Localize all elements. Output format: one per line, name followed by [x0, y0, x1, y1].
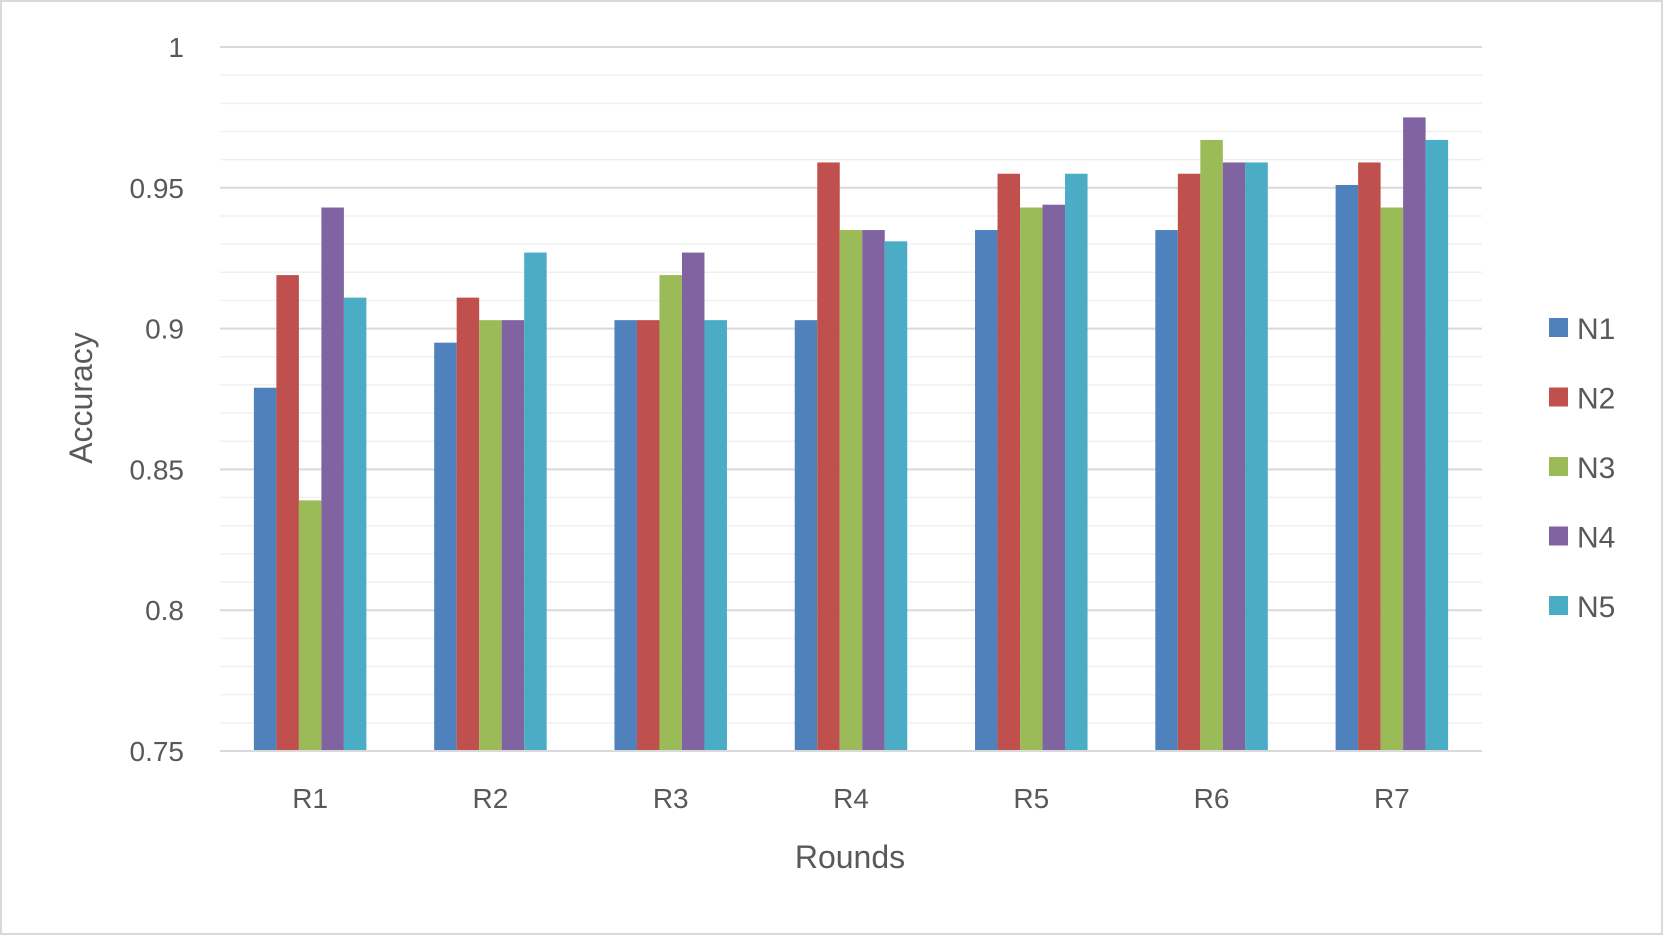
- bar-r4-n5: [884, 241, 908, 751]
- bar-r1-n5: [343, 297, 367, 751]
- y-tick-label: 1: [168, 32, 184, 63]
- legend-swatch-n1: [1549, 318, 1568, 337]
- x-axis-title: Rounds: [795, 839, 905, 875]
- x-tick-label: R1: [292, 783, 328, 814]
- bar-r7-n5: [1425, 139, 1449, 752]
- y-axis-ticks: 0.75 0.8 0.85 0.9 0.95 1: [130, 32, 185, 767]
- bar-r7-n2: [1358, 162, 1381, 751]
- bar-r2-n2: [456, 297, 480, 751]
- y-tick-label: 0.85: [130, 454, 185, 485]
- bar-r4-n3: [839, 230, 863, 752]
- y-axis-title: Accuracy: [63, 332, 99, 464]
- bar-r6-n2: [1177, 173, 1201, 752]
- legend-swatch-n2: [1549, 387, 1568, 407]
- legend-swatch-n4: [1549, 526, 1568, 546]
- bar-r1-n1: [253, 387, 277, 751]
- x-tick-label: R3: [653, 783, 689, 814]
- bar-r7-n4: [1403, 117, 1426, 751]
- bar-r1-n2: [276, 275, 299, 751]
- x-tick-label: R4: [833, 783, 869, 814]
- bar-r5-n3: [1020, 207, 1043, 752]
- x-axis-ticks: R1 R2 R3 R4 R5 R6 R7: [292, 783, 1410, 814]
- bar-r7-n1: [1335, 184, 1359, 751]
- x-tick-label: R5: [1013, 783, 1049, 814]
- bar-r5-n4: [1042, 204, 1066, 752]
- y-tick-label: 0.75: [130, 736, 185, 767]
- bar-r4-n1: [794, 320, 818, 751]
- bar-r5-n2: [997, 173, 1021, 752]
- bars: [253, 117, 1449, 752]
- bar-r6-n4: [1222, 162, 1246, 751]
- legend-label-n3: N3: [1577, 452, 1615, 485]
- legend-label-n2: N2: [1577, 383, 1615, 416]
- bar-r5-n5: [1065, 173, 1088, 752]
- y-tick-label: 0.95: [130, 173, 185, 204]
- legend-swatch-n5: [1549, 596, 1568, 615]
- bar-r3-n1: [614, 320, 637, 751]
- bar-r6-n1: [1155, 230, 1178, 752]
- bar-r2-n4: [501, 320, 525, 751]
- legend-label-n1: N1: [1577, 313, 1615, 346]
- x-tick-label: R7: [1374, 783, 1410, 814]
- bar-r7-n3: [1380, 207, 1404, 752]
- bar-r2-n3: [479, 320, 502, 751]
- bar-r6-n5: [1245, 162, 1268, 751]
- bar-r2-n5: [524, 252, 547, 751]
- bar-r3-n5: [704, 320, 727, 751]
- bar-r4-n2: [817, 162, 840, 751]
- legend-label-n5: N5: [1577, 591, 1615, 624]
- x-tick-label: R6: [1194, 783, 1230, 814]
- y-tick-label: 0.8: [145, 595, 184, 626]
- bar-r1-n4: [321, 207, 344, 752]
- bar-r5-n1: [975, 230, 998, 752]
- bar-r1-n3: [298, 500, 322, 751]
- bar-r4-n4: [862, 230, 885, 752]
- x-tick-label: R2: [473, 783, 509, 814]
- bar-r3-n4: [681, 252, 705, 751]
- bar-r3-n2: [636, 320, 660, 751]
- legend: N1 N2 N3 N4 N5: [1549, 313, 1615, 624]
- bar-r6-n3: [1200, 139, 1223, 752]
- legend-swatch-n3: [1549, 457, 1568, 476]
- y-tick-label: 0.9: [145, 314, 184, 345]
- legend-label-n4: N4: [1577, 522, 1615, 555]
- bar-r2-n1: [434, 342, 457, 751]
- bar-r3-n3: [659, 275, 682, 751]
